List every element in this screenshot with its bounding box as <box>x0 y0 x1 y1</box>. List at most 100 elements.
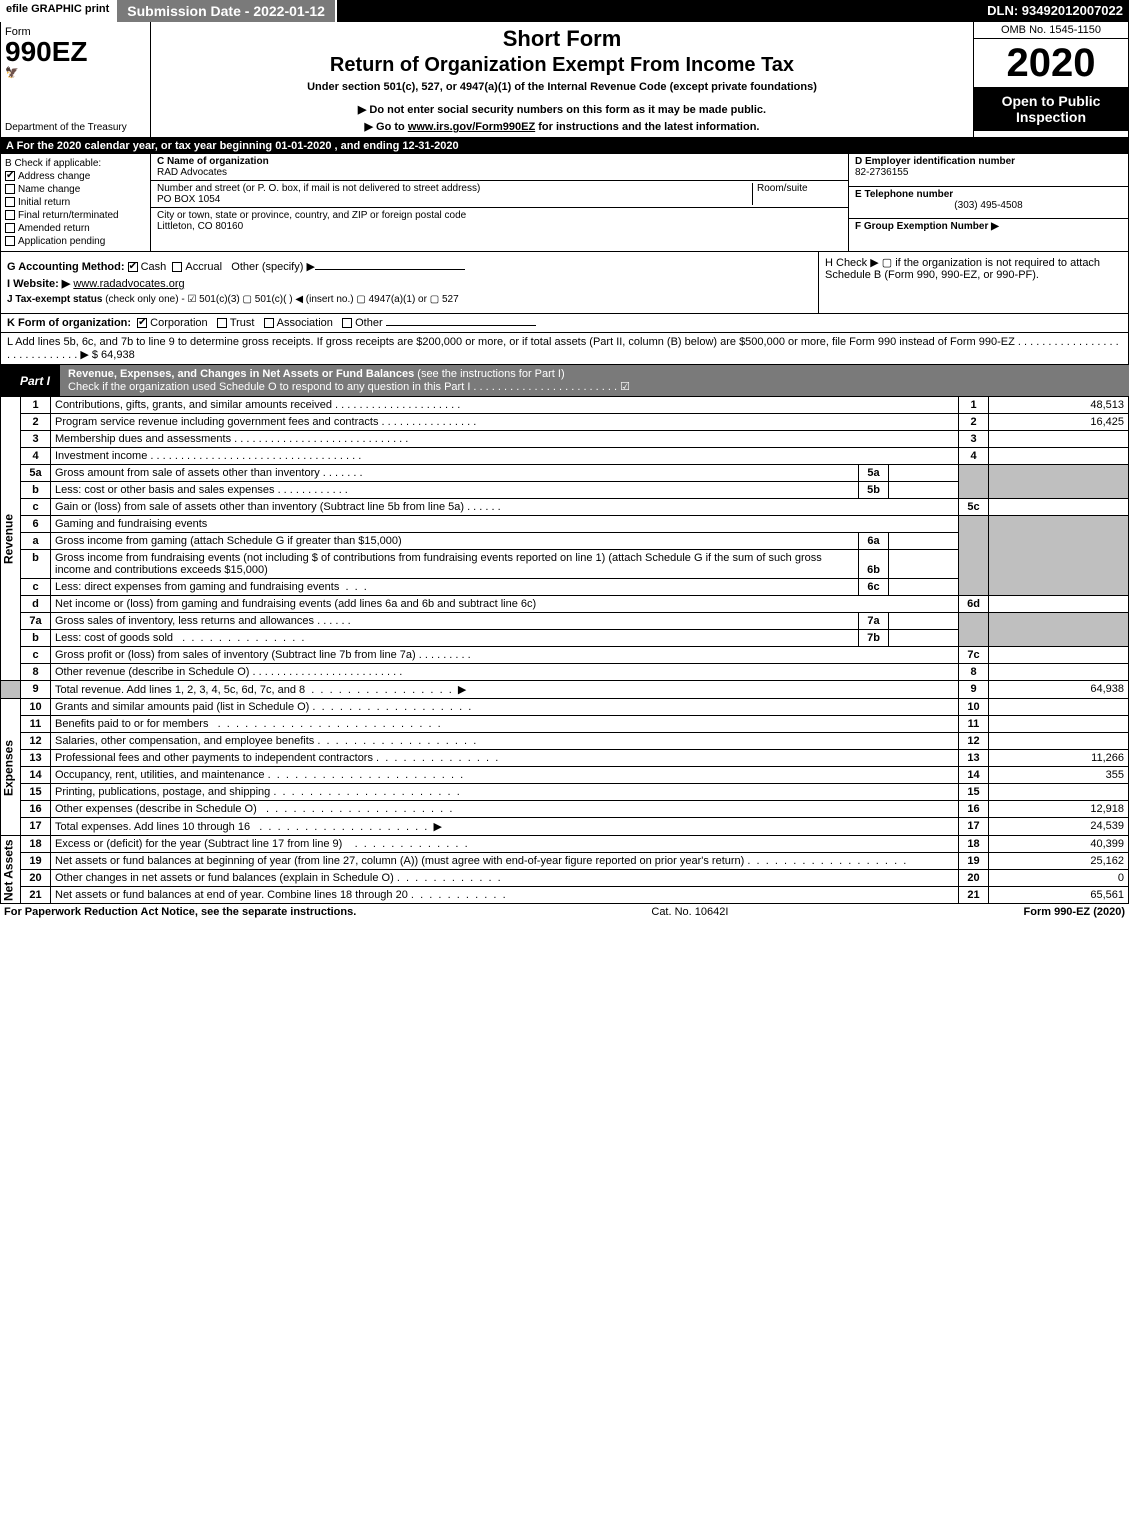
table-row: 13 Professional fees and other payments … <box>1 750 1129 767</box>
amt: 12,918 <box>989 801 1129 818</box>
table-row: 2 Program service revenue including gove… <box>1 414 1129 431</box>
box-i: I Website: ▶ www.radadvocates.org <box>7 277 812 290</box>
gray-cell <box>989 516 1129 596</box>
checkbox-icon[interactable] <box>5 210 15 220</box>
g-cash: Cash <box>141 261 167 273</box>
part1-tab: Part I <box>0 371 60 391</box>
g-label: G Accounting Method: <box>7 261 125 273</box>
desc: Gross sales of inventory, less returns a… <box>55 615 314 627</box>
subno: 6b <box>859 550 889 579</box>
irs-link[interactable]: www.irs.gov/Form990EZ <box>408 121 535 133</box>
desc: Program service revenue including govern… <box>55 416 378 428</box>
j-label: J Tax-exempt status <box>7 294 102 305</box>
checkbox-icon[interactable] <box>172 262 182 272</box>
k-other-input[interactable] <box>386 325 536 326</box>
b-final[interactable]: Final return/terminated <box>5 210 146 221</box>
b-item-5-label: Application pending <box>18 236 105 247</box>
ssn-warning: ▶ Do not enter social security numbers o… <box>163 103 961 116</box>
checkbox-icon[interactable] <box>5 171 15 181</box>
table-row: 12 Salaries, other compensation, and emp… <box>1 733 1129 750</box>
k-trust: Trust <box>230 317 255 329</box>
checkbox-icon[interactable] <box>5 236 15 246</box>
ein: 82-2736155 <box>855 167 908 178</box>
lineno: 7a <box>21 613 51 630</box>
subval <box>889 465 959 482</box>
b-pending[interactable]: Application pending <box>5 236 146 247</box>
lineno: 4 <box>21 448 51 465</box>
amt: 25,162 <box>989 853 1129 870</box>
b-addr-change[interactable]: Address change <box>5 171 146 182</box>
desc: Excess or (deficit) for the year (Subtra… <box>55 838 342 850</box>
checkbox-icon[interactable] <box>217 318 227 328</box>
gray-cell <box>1 681 21 699</box>
dln: DLN: 93492012007022 <box>981 0 1129 22</box>
refno: 10 <box>959 699 989 716</box>
efile-print[interactable]: efile GRAPHIC print <box>0 0 117 22</box>
refno: 3 <box>959 431 989 448</box>
desc: Investment income <box>55 450 147 462</box>
footer-right: Form 990-EZ (2020) <box>1024 906 1125 918</box>
amt <box>989 733 1129 750</box>
addr-label: Number and street (or P. O. box, if mail… <box>157 183 480 194</box>
top-bar: efile GRAPHIC print Submission Date - 20… <box>0 0 1129 22</box>
checkbox-icon[interactable] <box>137 318 147 328</box>
amt <box>989 716 1129 733</box>
gij-left: G Accounting Method: Cash Accrual Other … <box>1 252 818 313</box>
g-other: Other (specify) ▶ <box>231 261 315 273</box>
website[interactable]: www.radadvocates.org <box>73 278 184 290</box>
g-other-input[interactable] <box>315 269 465 270</box>
subval <box>889 482 959 499</box>
b-amended[interactable]: Amended return <box>5 223 146 234</box>
checkbox-icon[interactable] <box>5 223 15 233</box>
refno: 2 <box>959 414 989 431</box>
lineno: 12 <box>21 733 51 750</box>
desc: Membership dues and assessments <box>55 433 231 445</box>
checkbox-icon[interactable] <box>264 318 274 328</box>
refno: 14 <box>959 767 989 784</box>
info-block: B Check if applicable: Address change Na… <box>0 154 1129 252</box>
lineno: 16 <box>21 801 51 818</box>
i-label: I Website: ▶ <box>7 278 70 290</box>
desc: Gross amount from sale of assets other t… <box>55 467 320 479</box>
desc: Other revenue (describe in Schedule O) <box>55 666 249 678</box>
table-row: 9 Total revenue. Add lines 1, 2, 3, 4, 5… <box>1 681 1129 699</box>
box-c: C Name of organization RAD Advocates Num… <box>151 154 848 251</box>
b-initial[interactable]: Initial return <box>5 197 146 208</box>
desc: Salaries, other compensation, and employ… <box>55 735 314 747</box>
refno: 9 <box>959 681 989 699</box>
lineno: b <box>21 630 51 647</box>
table-row: c Gross profit or (loss) from sales of i… <box>1 647 1129 664</box>
lineno: 3 <box>21 431 51 448</box>
refno: 11 <box>959 716 989 733</box>
header-mid: Short Form Return of Organization Exempt… <box>151 22 973 137</box>
city-row: City or town, state or province, country… <box>151 208 848 234</box>
desc: Net income or (loss) from gaming and fun… <box>51 596 959 613</box>
refno: 21 <box>959 887 989 904</box>
financial-table: Revenue 1 Contributions, gifts, grants, … <box>0 396 1129 904</box>
lineno: 11 <box>21 716 51 733</box>
amt: 11,266 <box>989 750 1129 767</box>
amt: 48,513 <box>989 397 1129 414</box>
checkbox-icon[interactable] <box>128 262 138 272</box>
checkbox-icon[interactable] <box>5 184 15 194</box>
b-name-change[interactable]: Name change <box>5 184 146 195</box>
header-right: OMB No. 1545-1150 2020 Open to Public In… <box>973 22 1128 137</box>
box-f: F Group Exemption Number ▶ <box>849 219 1128 251</box>
lineno: 2 <box>21 414 51 431</box>
eagle-icon: 🦅 <box>5 66 146 79</box>
amt: 0 <box>989 870 1129 887</box>
lineno: c <box>21 647 51 664</box>
box-b-label: B Check if applicable: <box>5 158 146 169</box>
lineno: d <box>21 596 51 613</box>
city: Littleton, CO 80160 <box>157 221 243 232</box>
checkbox-icon[interactable] <box>342 318 352 328</box>
department: Department of the Treasury <box>5 122 146 133</box>
b-item-4-label: Amended return <box>18 223 90 234</box>
subno: 5a <box>859 465 889 482</box>
part1-header: Part I Revenue, Expenses, and Changes in… <box>0 365 1129 396</box>
lineno: 17 <box>21 818 51 836</box>
checkbox-icon[interactable] <box>5 197 15 207</box>
table-row: 4 Investment income . . . . . . . . . . … <box>1 448 1129 465</box>
desc: Gain or (loss) from sale of assets other… <box>55 501 464 513</box>
omb-number: OMB No. 1545-1150 <box>974 22 1128 39</box>
